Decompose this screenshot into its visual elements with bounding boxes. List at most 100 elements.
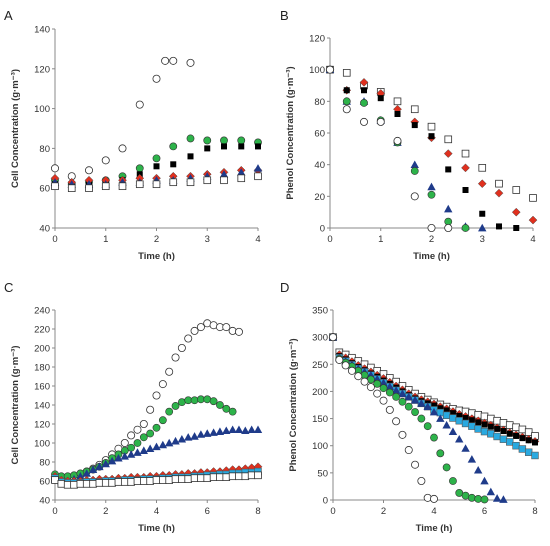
x-tick-label: 8 (532, 506, 537, 517)
y-tick-label: 120 (34, 64, 50, 75)
y-axis-title: Cell Concentration (g·m⁻³) (10, 345, 21, 464)
data-point (467, 493, 476, 502)
data-point (325, 65, 334, 74)
data-point (184, 433, 193, 441)
x-tick-label: 8 (255, 506, 260, 517)
y-tick-label: 300 (312, 333, 328, 344)
data-point (234, 425, 244, 434)
data-point (461, 163, 470, 173)
data-point (449, 410, 456, 417)
series-square-open (51, 471, 262, 489)
x-tick-label: 0 (330, 506, 335, 517)
data-point (51, 164, 60, 173)
data-point (493, 416, 501, 425)
data-point (108, 479, 116, 487)
data-point (423, 402, 432, 410)
x-tick-label: 1 (378, 234, 383, 245)
data-point (101, 156, 110, 165)
y-tick-label: 180 (34, 363, 50, 374)
data-point (247, 425, 256, 434)
data-point (448, 427, 458, 435)
y-tick-label: 80 (39, 458, 50, 469)
series-circle-green (51, 395, 237, 481)
data-point (379, 384, 388, 393)
data-point (255, 143, 261, 150)
x-tick-label: 3 (480, 234, 485, 245)
data-point (215, 427, 225, 435)
data-point (341, 361, 350, 370)
data-point (428, 133, 435, 140)
series-diamond-red (325, 65, 538, 225)
data-point (169, 56, 178, 65)
data-point (427, 122, 436, 131)
data-point (101, 182, 110, 191)
data-point (411, 460, 420, 469)
data-point (186, 134, 195, 143)
data-point (197, 474, 205, 482)
data-point (494, 188, 504, 198)
x-tick-label: 6 (205, 506, 210, 517)
data-point (455, 435, 464, 443)
data-point (404, 402, 413, 411)
x-tick-label: 0 (52, 506, 57, 517)
data-point (139, 419, 148, 428)
y-tick-label: 120 (34, 420, 50, 431)
data-point (51, 476, 59, 484)
data-point (398, 397, 407, 406)
data-point (107, 456, 117, 465)
data-point (410, 192, 419, 201)
data-point (487, 430, 495, 438)
data-point (237, 174, 246, 183)
x-axis-title: Time (h) (138, 523, 175, 534)
data-point (360, 117, 369, 126)
data-point (486, 487, 496, 496)
data-point (411, 122, 418, 129)
data-point (203, 136, 212, 145)
data-point (76, 472, 85, 480)
data-point (467, 455, 477, 463)
x-tick-label: 2 (154, 234, 159, 245)
data-point (478, 164, 487, 172)
y-axis-title: Cell Concentration (g·m⁻³) (10, 69, 21, 188)
data-point (209, 397, 218, 406)
data-point (379, 378, 388, 387)
data-point (376, 117, 385, 126)
data-point (222, 426, 231, 435)
data-point (222, 323, 231, 332)
data-point (404, 392, 413, 401)
data-point (152, 154, 161, 163)
data-point (475, 419, 482, 426)
data-point (186, 58, 195, 67)
data-point (531, 451, 539, 460)
data-point (506, 438, 514, 446)
data-point (474, 425, 482, 433)
data-point (85, 166, 94, 175)
y-tick-label: 240 (34, 306, 50, 317)
data-point (480, 495, 489, 504)
data-point (82, 469, 91, 477)
data-point (444, 204, 453, 213)
data-point (443, 149, 453, 158)
data-point (237, 168, 246, 176)
data-point (63, 480, 72, 489)
data-point (146, 429, 155, 438)
y-tick-label: 100 (312, 441, 328, 452)
data-point (373, 379, 382, 388)
data-point (120, 438, 129, 447)
series-circle-open (325, 65, 453, 232)
data-point (133, 477, 142, 485)
data-point (146, 405, 155, 414)
data-point (494, 425, 501, 432)
data-point (152, 423, 161, 432)
data-point (499, 419, 508, 427)
data-point (228, 407, 237, 416)
data-point (500, 428, 507, 435)
data-point (152, 74, 161, 83)
data-point (145, 444, 155, 453)
data-point (411, 408, 419, 416)
data-point (377, 95, 384, 102)
data-point (528, 215, 538, 225)
y-tick-label: 100 (34, 104, 50, 115)
data-point (479, 210, 486, 217)
